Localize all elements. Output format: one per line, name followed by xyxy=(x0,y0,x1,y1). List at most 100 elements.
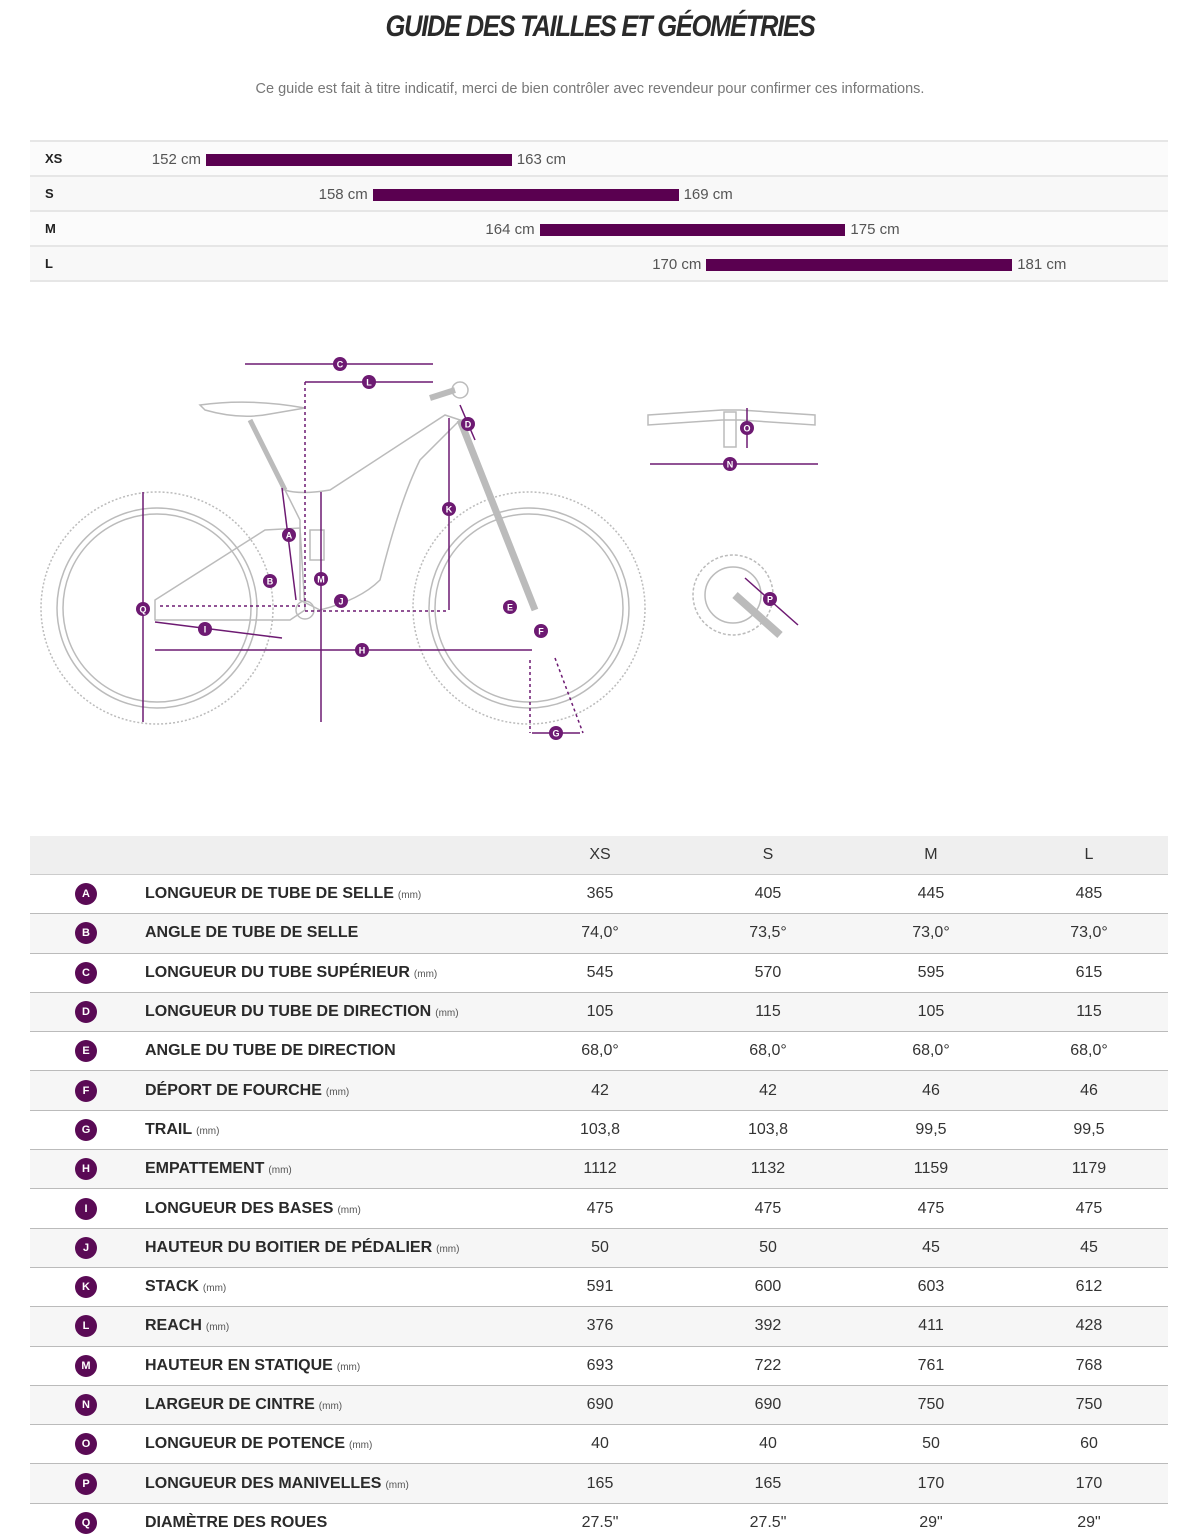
bike-drawing xyxy=(40,381,816,725)
geometry-row: B ANGLE DE TUBE DE SELLE 74,0° 73,5° 73,0° 73… xyxy=(30,913,1168,954)
value-cell: 165 xyxy=(683,1463,852,1504)
marker-circle xyxy=(282,528,296,542)
value-cell: 115 xyxy=(683,992,852,1033)
value-cell: 1159 xyxy=(851,1149,1010,1190)
value-cell: 45 xyxy=(851,1228,1010,1268)
marker-n: N xyxy=(723,457,737,471)
height-range-bar xyxy=(372,189,679,201)
front-tire xyxy=(412,491,646,725)
marker-d: D xyxy=(461,417,475,431)
value-cell: 45 xyxy=(1009,1228,1168,1268)
geometry-row: G TRAIL (mm) 103,8 103,8 99,5 99,5 xyxy=(30,1110,1168,1151)
value-cell: 50 xyxy=(683,1228,852,1268)
value-cell: 1179 xyxy=(1009,1149,1168,1190)
value-cell: 591 xyxy=(516,1267,684,1308)
marker-letter: F xyxy=(538,627,544,637)
marker-circle xyxy=(362,375,376,389)
row-badge: E xyxy=(75,1040,97,1063)
marker-j: J xyxy=(334,594,348,608)
min-height-label: 164 cm xyxy=(485,221,535,238)
value-cell: 46 xyxy=(851,1070,1010,1111)
marker-letter: J xyxy=(338,597,343,607)
value-cell: 376 xyxy=(516,1306,684,1347)
row-badge: Q xyxy=(75,1511,97,1534)
marker-k: K xyxy=(442,502,456,516)
fork xyxy=(456,418,539,612)
max-height-label: 181 cm xyxy=(1017,256,1067,273)
min-height-label: 170 cm xyxy=(652,256,702,273)
measurement-label: HAUTEUR DU BOITIER DE PÉDALIER xyxy=(145,1238,433,1256)
size-row: M 164 cm 175 cm xyxy=(30,212,1168,247)
marker-letter: Q xyxy=(139,605,146,615)
size-row: S 158 cm 169 cm xyxy=(30,177,1168,212)
rear-rim-inner xyxy=(62,513,252,703)
marker-circle xyxy=(442,502,456,516)
unit-label: (mm) xyxy=(325,1086,350,1098)
value-cell: 68,0° xyxy=(516,1031,684,1072)
measurement-label: LARGEUR DE CINTRE xyxy=(145,1396,315,1413)
saddle xyxy=(198,401,306,417)
value-cell: 60 xyxy=(1009,1424,1168,1465)
size-row: L 170 cm 181 cm xyxy=(30,247,1168,282)
measurement-label: DÉPORT DE FOURCHE xyxy=(145,1081,322,1099)
geometry-row: A LONGUEUR DE TUBE DE SELLE (mm) 365 405 445 4… xyxy=(30,874,1168,915)
height-range-bar xyxy=(539,224,846,236)
marker-letter: D xyxy=(465,420,472,430)
value-cell: 612 xyxy=(1009,1267,1168,1308)
row-badge: A xyxy=(75,883,97,906)
geometry-header-row: XS S M L xyxy=(30,836,1168,875)
measurement-label: LONGUEUR DE POTENCE xyxy=(145,1435,346,1453)
geometry-row: I LONGUEUR DES BASES (mm) 475 475 475 475 xyxy=(30,1188,1168,1229)
value-cell: 595 xyxy=(851,953,1010,993)
max-height-label: 163 cm xyxy=(516,151,566,168)
value-cell: 50 xyxy=(516,1228,684,1268)
marker-circle xyxy=(549,726,563,740)
measurement-label: LONGUEUR DU TUBE DE DIRECTION xyxy=(145,1003,432,1021)
chainring-inner xyxy=(704,566,762,624)
marker-letter: M xyxy=(317,575,325,585)
row-badge: I xyxy=(75,1197,97,1220)
rear-tire xyxy=(40,491,274,725)
value-cell: 170 xyxy=(1009,1463,1168,1504)
value-cell: 768 xyxy=(1009,1346,1168,1386)
row-badge: K xyxy=(75,1276,97,1299)
max-height-label: 175 cm xyxy=(850,221,900,238)
marker-circle xyxy=(503,600,517,614)
unit-label: (mm) xyxy=(385,1479,409,1491)
value-cell: 40 xyxy=(683,1424,852,1465)
marker-circle xyxy=(723,457,737,471)
value-cell: 103,8 xyxy=(516,1110,684,1151)
value-cell: 105 xyxy=(516,992,684,1033)
value-cell: 105 xyxy=(851,992,1010,1033)
value-cell: 99,5 xyxy=(851,1110,1010,1151)
marker-circle xyxy=(314,572,328,586)
geometry-row: J HAUTEUR DU BOITIER DE PÉDALIER (mm) 50 50 4… xyxy=(30,1228,1168,1268)
value-cell: 68,0° xyxy=(851,1031,1010,1072)
unit-label: (mm) xyxy=(336,1361,361,1373)
marker-circle xyxy=(355,643,369,657)
unit-label: (mm) xyxy=(202,1283,227,1295)
value-cell: 103,8 xyxy=(683,1110,852,1151)
measurement-label: ANGLE DE TUBE DE SELLE xyxy=(145,924,359,942)
max-height-label: 169 cm xyxy=(683,186,733,203)
value-cell: 365 xyxy=(516,874,684,915)
value-cell: 29" xyxy=(851,1503,1010,1540)
min-height-label: 158 cm xyxy=(318,186,368,203)
main-frame xyxy=(283,414,462,611)
size-label: XS xyxy=(45,151,63,166)
value-cell: 73,0° xyxy=(1009,913,1168,954)
value-cell: 722 xyxy=(683,1346,852,1386)
marker-g: G xyxy=(549,726,563,740)
marker-letter: G xyxy=(552,729,559,739)
marker-circle xyxy=(198,622,212,636)
marker-circle xyxy=(333,357,347,371)
size-row: XS 152 cm 163 cm xyxy=(30,142,1168,177)
value-cell: 761 xyxy=(851,1346,1010,1386)
measurement-label: LONGUEUR DE TUBE DE SELLE xyxy=(145,885,394,903)
height-range-bar xyxy=(706,259,1013,271)
geometry-row: D LONGUEUR DU TUBE DE DIRECTION (mm) 105 115… xyxy=(30,992,1168,1033)
unit-label: (mm) xyxy=(435,1008,459,1020)
value-cell: 73,0° xyxy=(851,913,1010,954)
row-badge: D xyxy=(75,1001,97,1024)
value-cell: 68,0° xyxy=(1009,1031,1168,1072)
